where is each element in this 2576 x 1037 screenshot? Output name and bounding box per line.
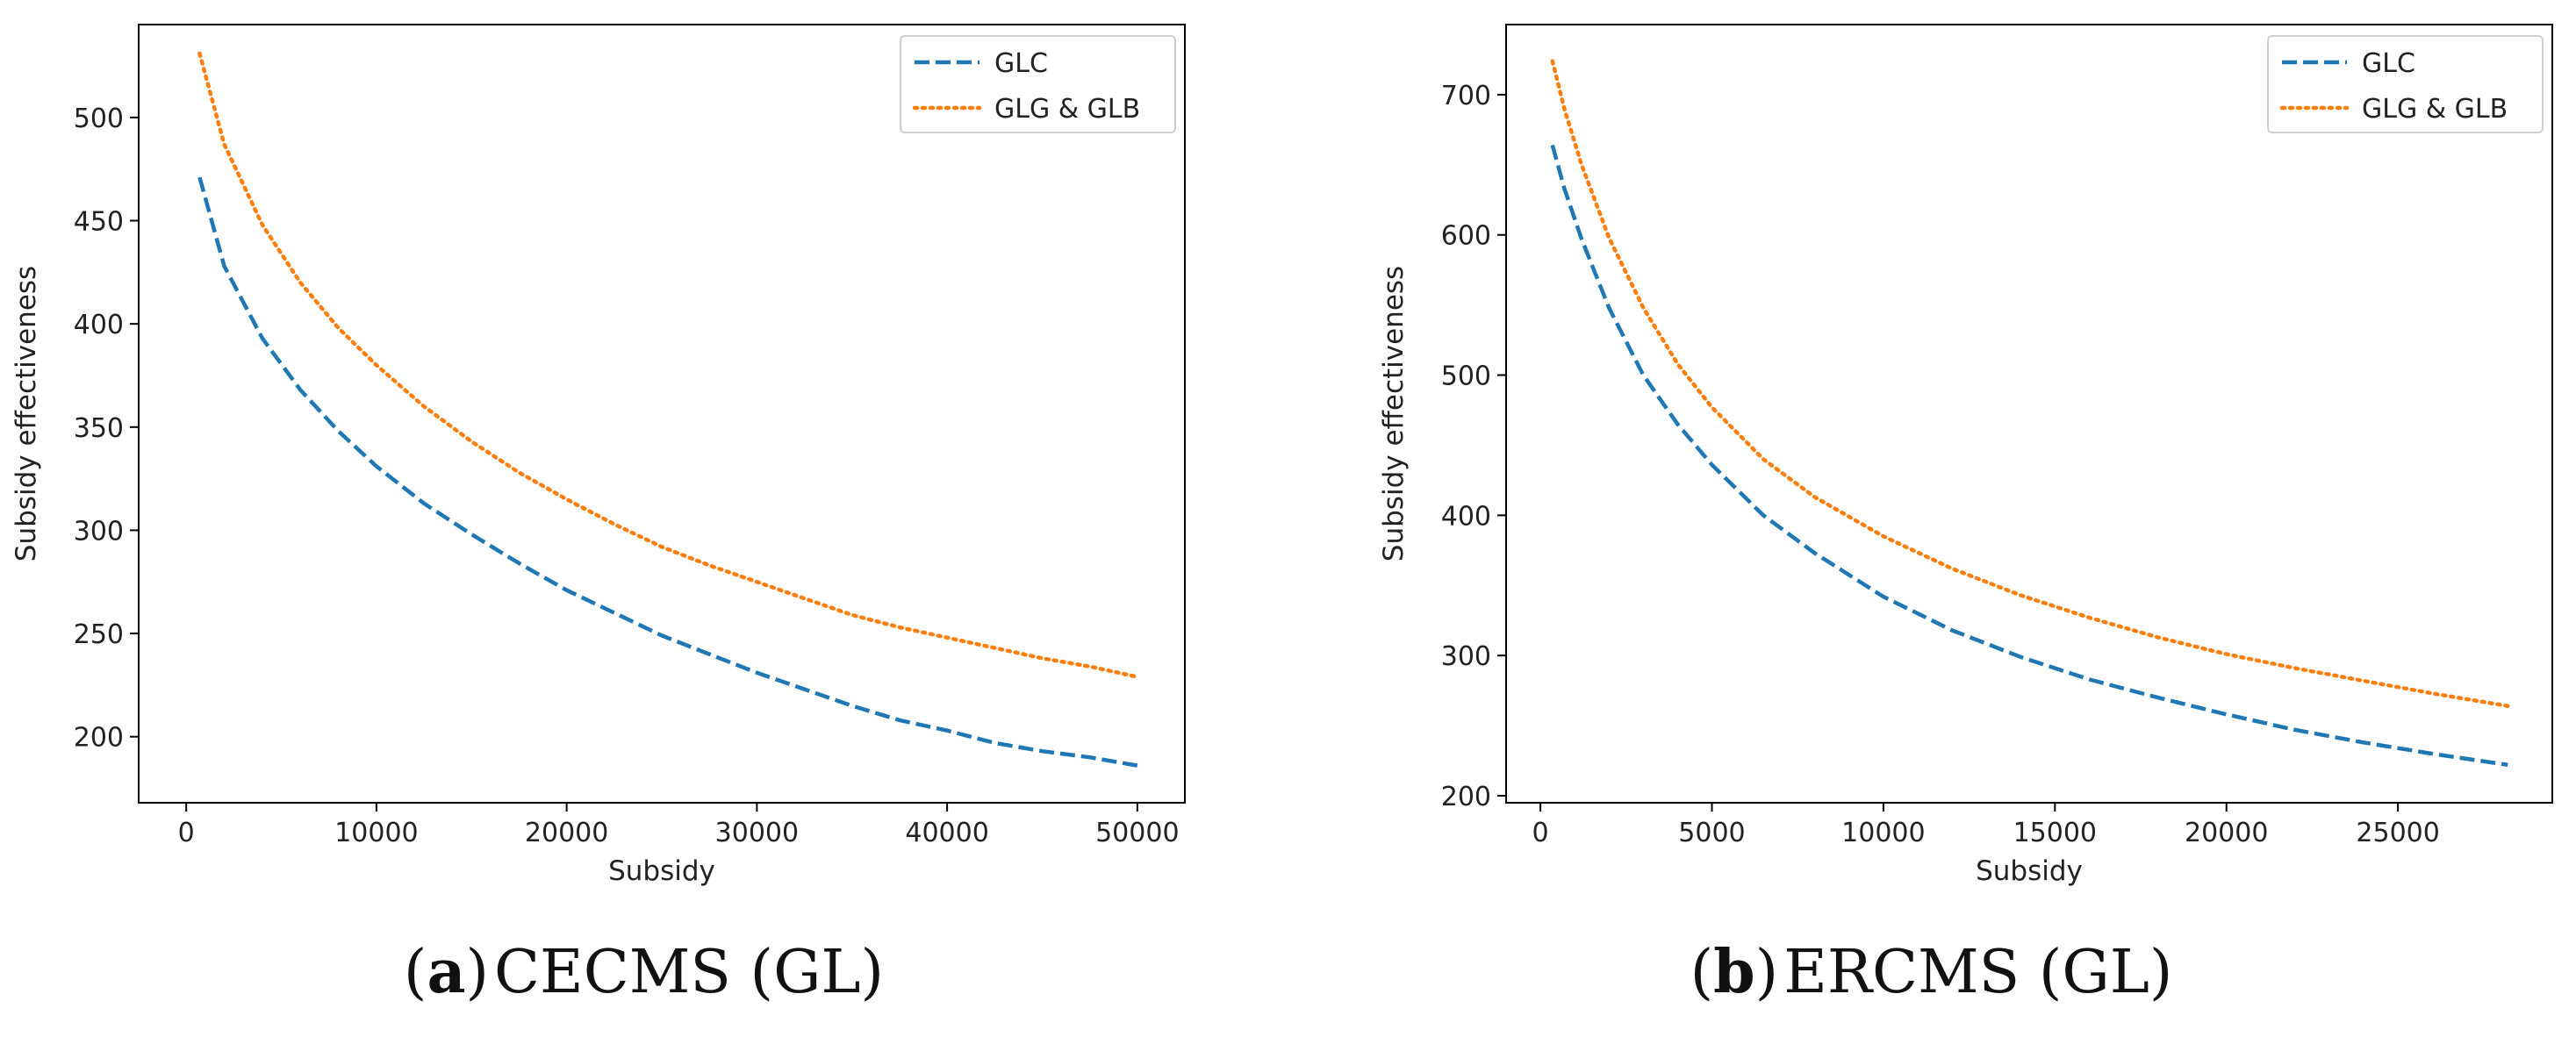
legend: GLC GLG & GLB (900, 35, 1176, 133)
x-tick-label: 0 (178, 818, 195, 848)
x-tick-label: 40000 (905, 818, 988, 848)
series-line-glc (197, 176, 1138, 768)
y-axis-label: Subsidy effectiveness (11, 266, 42, 561)
y-tick-label: 700 (1441, 81, 1491, 111)
legend-label: GLG & GLB (994, 94, 1140, 125)
y-tick-label: 200 (74, 723, 124, 754)
caption-b: (b)ERCMS (GL) (1690, 937, 2173, 1007)
y-tick-label: 400 (1441, 501, 1491, 532)
x-tick-label: 10000 (1841, 818, 1925, 848)
y-tick-label: 400 (74, 310, 124, 340)
y-tick-label: 350 (74, 413, 124, 444)
x-tick-label: 20000 (2185, 818, 2268, 848)
x-tick-label: 20000 (525, 818, 608, 848)
caption-a: (a)CECMS (GL) (403, 937, 885, 1007)
y-tick-label: 300 (1441, 641, 1491, 672)
chart-a: 0 10000 20000 30000 40000 50000 200 250 300 350 40… (11, 24, 1186, 887)
plot-frame (1505, 24, 2553, 804)
chart-panel-a: 0 10000 20000 30000 40000 50000 200 250 300 350 40… (11, 24, 1186, 1007)
y-tick-label: 600 (1441, 221, 1491, 252)
chart-panel-b: 0 5000 10000 15000 20000 25000 200 300 400 500 600… (1288, 0, 2575, 1037)
x-tick-label: 30000 (715, 818, 799, 848)
caption-b-text: ERCMS (GL) (1783, 938, 2173, 1007)
x-tick-label: 10000 (334, 818, 418, 848)
series-line-glg-glb (197, 51, 1140, 679)
x-tick-label: 0 (1532, 818, 1549, 848)
legend: GLC GLG & GLB (2267, 35, 2544, 133)
x-axis-label: Subsidy (608, 855, 715, 887)
y-tick-label: 500 (1441, 361, 1491, 392)
x-tick-label: 15000 (2013, 818, 2097, 848)
series-line-glg-glb (1550, 59, 2510, 708)
series-line-glc (1550, 144, 2508, 768)
x-tick-label: 25000 (2356, 818, 2439, 848)
chart-b: 0 5000 10000 15000 20000 25000 200 300 400 500 600… (1378, 24, 2553, 887)
y-tick-label: 450 (74, 207, 124, 238)
x-tick-label: 50000 (1095, 818, 1179, 848)
plot-frame (138, 24, 1186, 804)
caption-b-letter: b (1713, 937, 1755, 1007)
y-tick-label: 300 (74, 516, 124, 547)
y-tick-label: 200 (1441, 782, 1491, 812)
legend-label: GLG & GLB (2362, 94, 2508, 125)
x-tick-label: 5000 (1678, 818, 1745, 848)
y-tick-label: 250 (74, 619, 124, 650)
caption-a-letter: a (427, 937, 466, 1007)
legend-label: GLC (2362, 48, 2415, 79)
caption-a-text: CECMS (GL) (494, 938, 885, 1007)
y-axis-label: Subsidy effectiveness (1378, 266, 1410, 561)
legend-label: GLC (994, 48, 1048, 79)
x-axis-label: Subsidy (1976, 855, 2083, 887)
y-tick-label: 500 (74, 104, 124, 134)
